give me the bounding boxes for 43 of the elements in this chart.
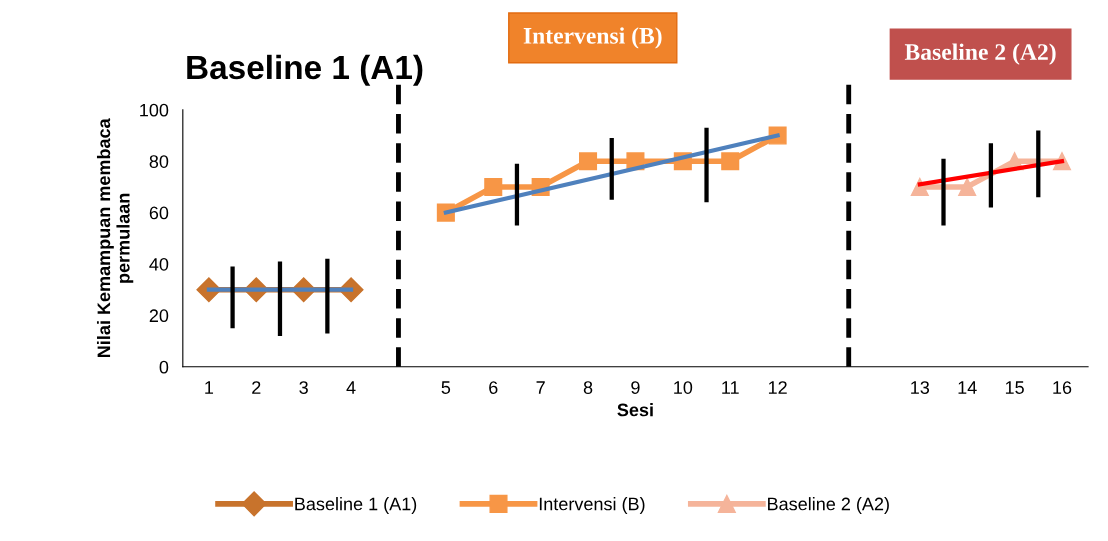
x-tick-label: 9 <box>631 381 640 394</box>
x-tick-label: 3 <box>299 381 308 394</box>
bar <box>988 143 994 208</box>
legend-label: Intervensi (B) <box>539 497 645 514</box>
text: Baseline 2 (A2) <box>904 43 1056 65</box>
y-tick-label: 100 <box>140 103 169 117</box>
bar <box>277 261 283 336</box>
x-tick-label: 16 <box>1053 381 1072 394</box>
bar <box>514 163 520 226</box>
bar <box>230 266 235 329</box>
y-tick-label: 20 <box>149 309 169 323</box>
x-tick-label: 4 <box>346 381 356 394</box>
bar <box>609 138 614 200</box>
x-tick-label: 12 <box>768 381 787 394</box>
x-tick-label: 7 <box>536 381 545 394</box>
y-tick-label: 40 <box>149 257 169 271</box>
legend-label: Baseline 1 (A1) <box>295 497 417 514</box>
text: Intervensi (B) <box>523 27 662 49</box>
x-tick-label: 11 <box>722 381 739 394</box>
x-tick-label: 15 <box>1005 381 1024 394</box>
bar <box>704 127 709 203</box>
point <box>484 177 503 196</box>
y-tick-label: 60 <box>149 206 169 220</box>
x-tick-label: 10 <box>674 381 693 394</box>
chart-title: Baseline 1 (A1) <box>187 54 423 86</box>
y-tick-label: 0 <box>159 360 169 374</box>
x-tick-label: 8 <box>583 381 593 394</box>
bar <box>1036 130 1041 198</box>
x-axis-title: Sesi <box>617 403 653 417</box>
x-tick-label: 5 <box>441 381 451 394</box>
y-tick-label: 80 <box>149 155 169 168</box>
x-tick-label: 13 <box>911 381 930 394</box>
y-axis-title: Nilai Kemampuan membaca permulaan <box>96 118 134 358</box>
x-tick-label: 1 <box>205 381 214 394</box>
x-tick-label: 6 <box>489 381 498 394</box>
bar <box>325 258 330 334</box>
bar <box>941 158 946 226</box>
point <box>958 177 977 196</box>
legend-label: Baseline 2 (A2) <box>768 497 889 514</box>
point <box>579 152 598 171</box>
x-tick-label: 2 <box>252 381 261 394</box>
x-tick-label: 14 <box>958 381 977 394</box>
point <box>721 152 740 171</box>
